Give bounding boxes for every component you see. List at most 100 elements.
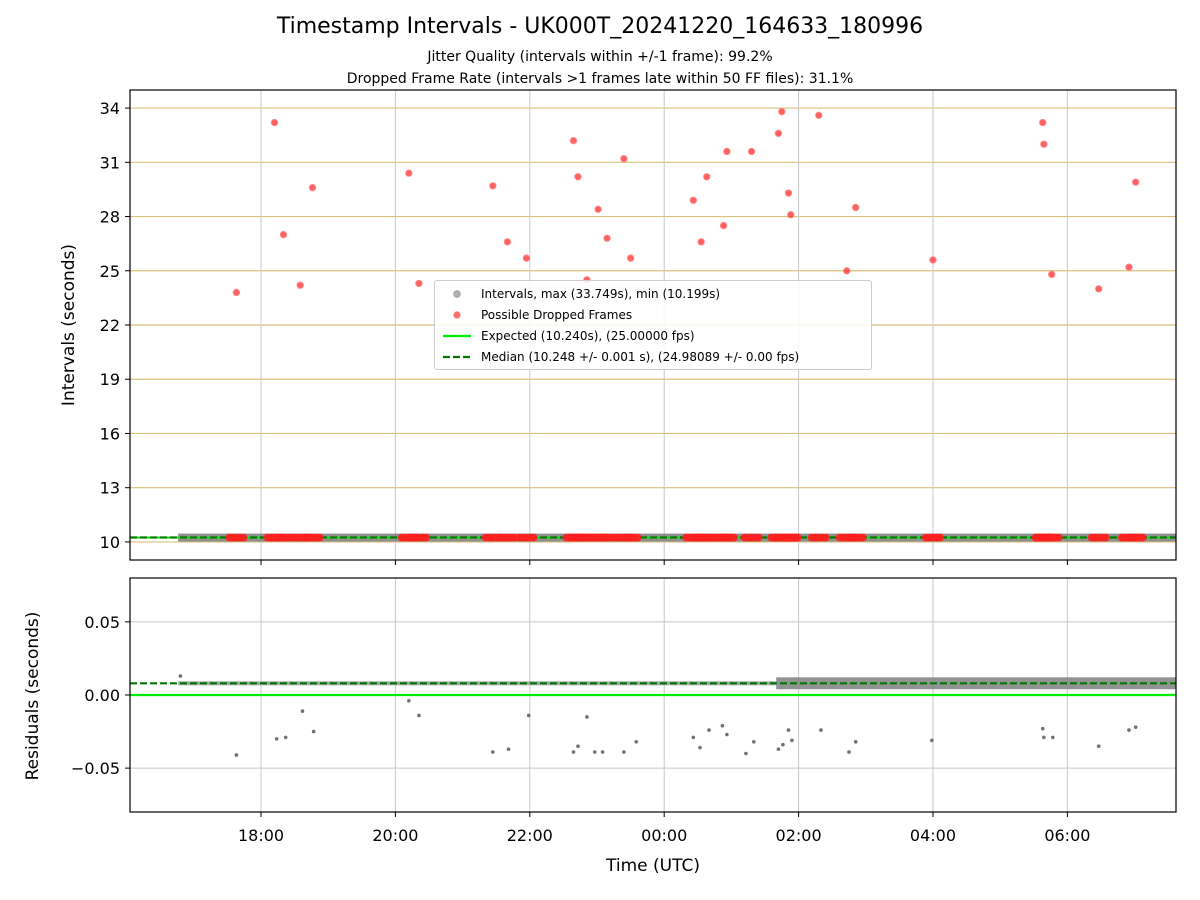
residual-outlier-point xyxy=(234,753,239,757)
dropped-frame-point xyxy=(232,288,241,297)
residual-outlier-point xyxy=(311,729,316,734)
dropped-frame-point xyxy=(603,234,611,242)
residual-outlier-point xyxy=(930,738,934,743)
residual-outlier-point xyxy=(585,715,589,719)
dropped-frame-baseline-point xyxy=(754,533,763,542)
residual-outlier-point xyxy=(1096,744,1101,748)
legend-marker-median-line xyxy=(443,355,471,359)
dropped-frame-point xyxy=(815,111,823,120)
dropped-frame-point xyxy=(1040,140,1048,148)
residual-outlier-point xyxy=(751,740,756,744)
legend-label-expected: Expected (10.240s), (25.00000 fps) xyxy=(481,329,695,343)
x-tick-label: 18:00 xyxy=(238,826,284,845)
y-tick-label-intervals: 25 xyxy=(100,262,120,281)
dropped-frame-point xyxy=(503,238,512,246)
dropped-frame-point xyxy=(279,230,288,239)
residual-outlier-point xyxy=(776,747,781,751)
dropped-frame-point xyxy=(1047,270,1056,279)
x-tick-label: 22:00 xyxy=(507,826,553,845)
y-tick-label-intervals: 16 xyxy=(100,424,120,443)
residuals-axes-frame xyxy=(129,577,1177,813)
dropped-frame-point xyxy=(1131,178,1140,186)
legend-marker-red-dot xyxy=(453,311,461,319)
dropped-frame-point xyxy=(843,267,851,275)
dropped-frame-baseline-point xyxy=(935,533,944,542)
dropped-frame-point xyxy=(852,203,860,212)
dropped-frame-baseline-point xyxy=(1101,533,1110,542)
dropped-frame-point xyxy=(1125,263,1133,271)
residual-outlier-point xyxy=(491,750,495,754)
residual-outlier-point xyxy=(634,740,639,744)
dropped-frame-point xyxy=(929,256,937,264)
residual-outlier-point xyxy=(698,745,702,750)
legend-label-intervals: Intervals, max (33.749s), min (10.199s) xyxy=(481,287,721,301)
dropped-frame-point xyxy=(569,136,578,145)
chart-title: Timestamp Intervals - UK000T_20241220_16… xyxy=(276,14,924,39)
dropped-frame-baseline-point xyxy=(793,533,802,542)
residual-outlier-point xyxy=(707,728,711,732)
dropped-frame-baseline-point xyxy=(239,533,248,542)
dropped-frame-point xyxy=(405,169,413,177)
y-tick-label-intervals: 34 xyxy=(100,99,120,118)
dropped-frame-baseline-point xyxy=(1138,533,1147,542)
legend-item-intervals: Intervals, max (33.749s), min (10.199s) xyxy=(435,284,871,304)
residual-outlier-point xyxy=(407,699,411,703)
residual-outlier-point xyxy=(819,728,823,732)
y-tick-label-intervals: 13 xyxy=(100,479,120,498)
dropped-frame-point xyxy=(415,279,423,288)
residual-outlier-point xyxy=(178,674,183,678)
dropped-frame-point xyxy=(719,221,728,230)
residual-outlier-point xyxy=(725,732,729,737)
residuals-panel: 0.05 0.00 −0.05 18:00 20:00 22:00 00:00 02:00 04… xyxy=(71,577,1177,845)
residual-outlier-point xyxy=(1042,735,1046,740)
y-tick-label-intervals: 31 xyxy=(100,153,120,172)
residual-outlier-point xyxy=(1051,735,1055,740)
dropped-frame-point xyxy=(296,281,304,289)
residual-outlier-point xyxy=(274,737,279,741)
residual-outlier-point xyxy=(781,742,785,747)
chart-subtitle-jitter: Jitter Quality (intervals within +/-1 fr… xyxy=(427,49,773,65)
residual-outlier-point xyxy=(300,709,305,713)
dropped-frame-point xyxy=(723,147,731,156)
dropped-frame-baseline-point xyxy=(529,533,538,542)
legend-marker-expected-line xyxy=(443,334,471,338)
residual-outlier-point xyxy=(853,740,858,744)
residual-outlier-point xyxy=(720,723,725,728)
residual-outlier-point xyxy=(691,735,696,740)
dropped-frame-point xyxy=(489,182,497,190)
residual-outlier-point xyxy=(417,713,421,718)
x-tick-label: 02:00 xyxy=(776,826,822,845)
x-axis-label: Time (UTC) xyxy=(605,856,700,876)
chart-subtitle-dropped: Dropped Frame Rate (intervals >1 frames … xyxy=(346,71,854,87)
residual-outlier-point xyxy=(790,738,794,743)
y-tick-label-residuals: 0.05 xyxy=(84,613,120,632)
legend-item-expected: Expected (10.240s), (25.00000 fps) xyxy=(435,326,871,346)
residual-outlier-point xyxy=(1040,726,1045,731)
dropped-frame-baseline-point xyxy=(729,533,738,542)
residual-outlier-point xyxy=(744,751,748,756)
x-tick-label: 04:00 xyxy=(910,826,956,845)
dropped-frame-point xyxy=(270,118,279,127)
dropped-frame-point xyxy=(1039,118,1047,127)
x-tick-label: 06:00 xyxy=(1044,826,1090,845)
y-tick-label-intervals: 22 xyxy=(100,316,120,335)
intervals-panel: 10 13 16 19 22 25 28 31 34 xyxy=(100,89,1177,565)
y-tick-label-residuals: 0.00 xyxy=(84,686,120,705)
dropped-frame-baseline-point xyxy=(1054,533,1063,542)
dropped-frame-point xyxy=(1095,285,1103,293)
dropped-frame-point xyxy=(594,205,602,214)
dropped-frame-point xyxy=(308,183,317,192)
residual-outlier-point xyxy=(576,744,580,748)
y-tick-label-intervals: 28 xyxy=(100,208,120,227)
x-tick-label: 00:00 xyxy=(641,826,687,845)
dropped-frame-point xyxy=(703,173,711,181)
residual-outlier-point xyxy=(786,728,791,732)
dropped-frame-baseline-point xyxy=(858,533,867,542)
residual-outlier-point xyxy=(1133,725,1138,729)
dropped-frame-point xyxy=(787,211,795,219)
legend-item-dropped: Possible Dropped Frames xyxy=(435,305,871,325)
residual-outlier-point xyxy=(622,750,626,754)
residual-outlier-point xyxy=(1127,728,1131,732)
legend-marker-grey-dot xyxy=(453,290,461,298)
